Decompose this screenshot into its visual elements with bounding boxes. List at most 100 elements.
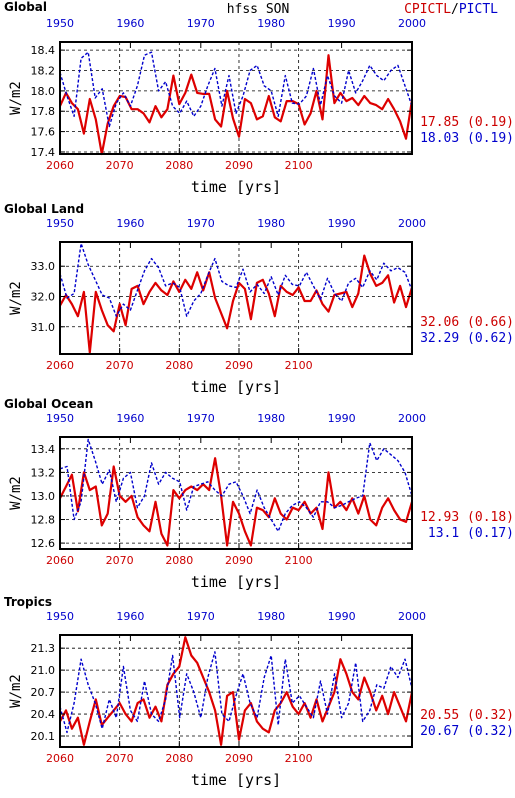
x-bottom-tick-label: 2070 xyxy=(106,359,134,372)
x-top-tick-label: 1990 xyxy=(328,610,356,623)
x-top-tick-label: 1960 xyxy=(116,17,144,30)
x-top-tick-label: 1980 xyxy=(257,610,285,623)
x-top-tick-label: 1980 xyxy=(257,412,285,425)
panel-title: Tropics xyxy=(4,595,52,609)
y-tick-label: 13.0 xyxy=(31,490,56,503)
y-tick-label: 21.3 xyxy=(31,642,56,655)
x-top-tick-label: 1960 xyxy=(116,610,144,623)
stat-pictl: 20.67 (0.32) xyxy=(420,724,514,739)
x-top-tick-label: 1990 xyxy=(328,17,356,30)
plot-frame xyxy=(59,634,413,748)
y-tick-label: 17.4 xyxy=(31,146,56,159)
y-tick-label: 20.7 xyxy=(31,686,56,699)
chart-panel-2: 31.0 32.0 33.0 2060 2070 2080 2090 2100 1950 1960… xyxy=(4,202,514,396)
x-axis-label: time [yrs] xyxy=(191,378,281,396)
y-tick-label: 33.0 xyxy=(31,260,56,273)
x-top-tick-label: 2000 xyxy=(398,412,426,425)
x-top-tick-label: 1990 xyxy=(328,412,356,425)
x-bottom-tick-label: 2080 xyxy=(165,554,193,567)
x-top-tick-label: 1970 xyxy=(187,412,215,425)
y-tick-label: 18.2 xyxy=(31,65,56,78)
x-bottom-tick-label: 2060 xyxy=(46,554,74,567)
x-bottom-tick-label: 2060 xyxy=(46,159,74,172)
series-line-pictl xyxy=(59,651,413,734)
x-bottom-tick-label: 2070 xyxy=(106,752,134,765)
x-bottom-tick-label: 2090 xyxy=(225,554,253,567)
x-top-tick-label: 2000 xyxy=(398,610,426,623)
legend-pictl: PICTL xyxy=(459,2,498,17)
stat-cpictl: 17.85 (0.19) xyxy=(420,115,514,130)
x-axis-label: time [yrs] xyxy=(191,573,281,591)
x-top-tick-label: 1950 xyxy=(46,17,74,30)
x-bottom-tick-label: 2100 xyxy=(285,359,313,372)
x-axis-label: time [yrs] xyxy=(191,771,281,789)
panel-title: Global Ocean xyxy=(4,397,93,411)
panel-title: Global Land xyxy=(4,202,84,216)
x-bottom-tick-label: 2090 xyxy=(225,359,253,372)
x-top-tick-label: 1950 xyxy=(46,610,74,623)
x-top-tick-label: 1970 xyxy=(187,610,215,623)
y-tick-label: 12.6 xyxy=(31,537,56,550)
stat-cpictl: 12.93 (0.18) xyxy=(420,510,514,525)
x-bottom-tick-label: 2100 xyxy=(285,752,313,765)
stat-pictl: 18.03 (0.19) xyxy=(420,131,514,146)
series-line-cpictl xyxy=(58,54,414,156)
y-tick-label: 13.2 xyxy=(31,466,56,479)
x-bottom-tick-label: 2100 xyxy=(285,554,313,567)
y-tick-label: 21.0 xyxy=(31,664,56,677)
y-tick-label: 18.0 xyxy=(31,85,56,98)
panel-title: Global xyxy=(4,0,47,14)
x-bottom-tick-label: 2100 xyxy=(285,159,313,172)
y-tick-label: 20.1 xyxy=(31,730,56,743)
x-top-tick-label: 1950 xyxy=(46,412,74,425)
x-bottom-tick-label: 2070 xyxy=(106,554,134,567)
y-tick-label: 18.4 xyxy=(31,44,56,57)
y-tick-label: 17.8 xyxy=(31,105,56,118)
chart-panel-4: 20.1 20.4 20.7 21.0 21.3 2060 2070 2080 2090 2100… xyxy=(4,595,514,789)
series-line-pictl xyxy=(59,242,413,317)
y-tick-label: 31.0 xyxy=(31,321,56,334)
chart-panel-3: 12.6 12.8 13.0 13.2 13.4 2060 2070 2080 2090 2100… xyxy=(4,397,514,591)
x-top-tick-label: 1980 xyxy=(257,17,285,30)
x-bottom-tick-label: 2060 xyxy=(46,752,74,765)
stat-pictl: 32.29 (0.62) xyxy=(420,331,514,346)
legend-cpictl: CPICTL xyxy=(404,2,451,17)
x-bottom-tick-label: 2080 xyxy=(165,752,193,765)
x-axis-label: time [yrs] xyxy=(191,178,281,196)
y-axis-label: W/m2 xyxy=(8,674,24,708)
x-bottom-tick-label: 2090 xyxy=(225,159,253,172)
x-bottom-tick-label: 2080 xyxy=(165,159,193,172)
plot-frame xyxy=(59,41,413,155)
stat-cpictl: 20.55 (0.32) xyxy=(420,708,514,723)
x-top-tick-label: 2000 xyxy=(398,217,426,230)
x-bottom-tick-label: 2080 xyxy=(165,359,193,372)
legend-sep: / xyxy=(451,2,459,17)
x-bottom-tick-label: 2060 xyxy=(46,359,74,372)
series-line-pictl xyxy=(59,438,413,532)
x-top-tick-label: 1980 xyxy=(257,217,285,230)
series-line-cpictl xyxy=(59,254,414,354)
y-tick-label: 20.4 xyxy=(31,708,56,721)
x-top-tick-label: 1970 xyxy=(187,17,215,30)
chart-panels: 17.4 17.6 17.8 18.0 18.2 18.4 2060 2070 2080 2090… xyxy=(4,0,514,789)
y-axis-label: W/m2 xyxy=(8,81,24,115)
y-axis-label: W/m2 xyxy=(8,476,24,510)
x-top-tick-label: 1960 xyxy=(116,217,144,230)
x-top-tick-label: 1970 xyxy=(187,217,215,230)
y-tick-label: 12.8 xyxy=(31,514,56,527)
figure-title: hfss SON xyxy=(227,2,290,17)
series-line-cpictl xyxy=(59,457,414,547)
plot-frame xyxy=(59,241,413,355)
chart-panel-1: 17.4 17.6 17.8 18.0 18.2 18.4 2060 2070 2080 2090… xyxy=(4,0,514,196)
legend-label: CPICTL/PICTL xyxy=(404,2,498,17)
stat-cpictl: 32.06 (0.66) xyxy=(420,315,514,330)
y-tick-label: 32.0 xyxy=(31,290,56,303)
x-bottom-tick-label: 2070 xyxy=(106,159,134,172)
x-bottom-tick-label: 2090 xyxy=(225,752,253,765)
series-line-pictl xyxy=(59,51,413,128)
x-top-tick-label: 1990 xyxy=(328,217,356,230)
x-top-tick-label: 2000 xyxy=(398,17,426,30)
plot-frame xyxy=(59,436,413,550)
stat-pictl: 13.1 (0.17) xyxy=(428,526,514,541)
